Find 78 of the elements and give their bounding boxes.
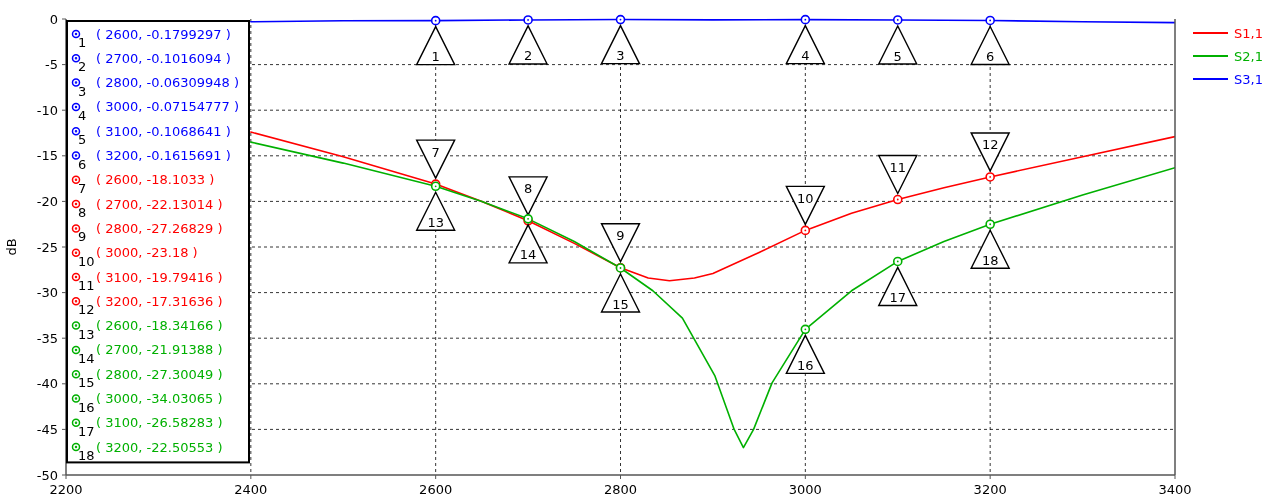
annotation: 8 bbox=[523, 181, 533, 197]
text: 5 bbox=[78, 132, 87, 148]
x-tick-label: 3400 bbox=[1158, 482, 1192, 497]
annotation: ( 2800, -27.30049 ) bbox=[96, 366, 223, 382]
annotation: 4 bbox=[801, 48, 810, 64]
annotation: 7 bbox=[431, 144, 440, 160]
x-tick-label: 2400 bbox=[234, 482, 268, 497]
annotation: ( 3000, -34.03065 ) bbox=[96, 391, 223, 407]
x-tick-label: 3200 bbox=[973, 482, 1007, 497]
text: 16 bbox=[78, 399, 95, 415]
annotation: 18 bbox=[981, 252, 999, 268]
annotation: ( 2700, -22.13014 ) bbox=[96, 196, 223, 212]
annotation: 3 bbox=[616, 48, 625, 64]
annotation: ( 2600, -0.1799297 ) bbox=[96, 26, 231, 42]
text: 4 bbox=[78, 107, 87, 123]
text: 1 bbox=[78, 35, 87, 50]
y-tick-label: -40 bbox=[36, 376, 58, 392]
text: 12 bbox=[78, 302, 95, 318]
x-tick-label: 2600 bbox=[419, 482, 453, 497]
y-tick-label: -10 bbox=[36, 102, 58, 118]
annotation: ( 3100, -26.58283 ) bbox=[96, 415, 223, 431]
annotation: 9 bbox=[616, 228, 625, 244]
annotation: 16 bbox=[797, 357, 814, 373]
y-axis-title: dB bbox=[4, 238, 19, 256]
legend-label: S2,1 bbox=[1234, 48, 1263, 64]
annotation: ( 2700, -0.1016094 ) bbox=[96, 50, 231, 66]
annotation: ( 3200, -22.50553 ) bbox=[96, 439, 223, 455]
y-tick-label: -5 bbox=[45, 57, 58, 73]
x-tick-label: 3000 bbox=[788, 482, 822, 497]
annotation: ( 3200, -0.1615691 ) bbox=[96, 148, 231, 164]
annotation: ( 2800, -0.06309948 ) bbox=[96, 75, 240, 91]
y-tick-label: -50 bbox=[36, 467, 58, 483]
y-tick-label: -30 bbox=[36, 285, 58, 301]
text: 10 bbox=[78, 253, 95, 269]
annotation: 6 bbox=[986, 49, 995, 65]
annotation: ( 3000, -0.07154777 ) bbox=[96, 99, 240, 115]
annotation: ( 3200, -17.31636 ) bbox=[96, 293, 223, 309]
annotation: ( 3100, -0.1068641 ) bbox=[96, 123, 231, 139]
annotation: ( 3000, -23.18 ) bbox=[96, 245, 198, 261]
y-tick-label: -35 bbox=[36, 330, 58, 346]
text: 2 bbox=[78, 59, 87, 75]
line-series bbox=[250, 141, 1175, 449]
annotation: 5 bbox=[893, 48, 902, 64]
text: 8 bbox=[78, 205, 87, 221]
annotation: ( 2600, -18.34166 ) bbox=[96, 318, 223, 334]
text: 7 bbox=[78, 180, 87, 196]
x-tick-label: 2200 bbox=[49, 482, 83, 497]
annotation: 2 bbox=[523, 48, 533, 64]
y-tick-label: 0 bbox=[49, 11, 58, 27]
text: 13 bbox=[78, 326, 95, 342]
annotation: 12 bbox=[981, 137, 999, 153]
annotation: ( 2600, -18.1033 ) bbox=[96, 172, 215, 188]
legend-label: S3,1 bbox=[1234, 71, 1263, 87]
text: 11 bbox=[78, 278, 95, 293]
annotation: 14 bbox=[519, 247, 537, 263]
y-tick-label: -25 bbox=[36, 239, 58, 255]
text: 17 bbox=[78, 423, 95, 439]
text: 14 bbox=[78, 350, 95, 366]
annotation: 15 bbox=[612, 296, 629, 312]
annotation: 11 bbox=[889, 160, 907, 176]
annotation: ( 2800, -27.26829 ) bbox=[96, 220, 223, 236]
y-tick-label: -45 bbox=[36, 421, 58, 437]
x-tick-label: 2800 bbox=[603, 482, 638, 497]
text: 9 bbox=[78, 229, 87, 245]
annotation: ( 3100, -19.79416 ) bbox=[96, 269, 223, 285]
annotation: 13 bbox=[427, 214, 444, 230]
y-tick-label: -20 bbox=[36, 193, 58, 209]
annotation: 1 bbox=[431, 49, 440, 65]
annotation: 17 bbox=[889, 289, 907, 305]
line-series bbox=[250, 131, 1175, 282]
text: 6 bbox=[78, 156, 87, 172]
text: 3 bbox=[78, 83, 87, 99]
annotation: 10 bbox=[797, 190, 814, 206]
legend-label: S1,1 bbox=[1234, 25, 1263, 41]
y-tick-label: -15 bbox=[36, 148, 58, 164]
text: 18 bbox=[78, 448, 95, 464]
text: 15 bbox=[78, 375, 95, 391]
annotation: ( 2700, -21.91388 ) bbox=[96, 342, 223, 358]
